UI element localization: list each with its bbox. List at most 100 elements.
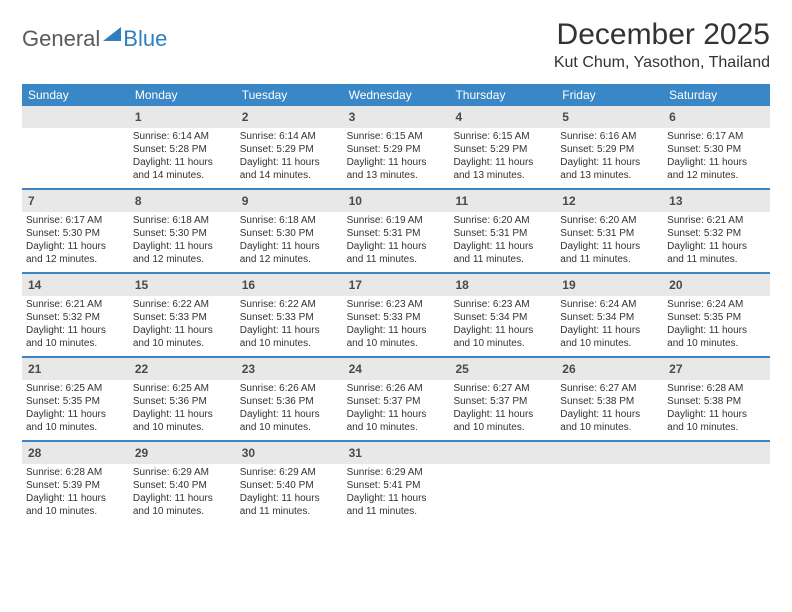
sunset-line: Sunset: 5:29 PM bbox=[240, 143, 339, 156]
sunrise-line: Sunrise: 6:29 AM bbox=[240, 466, 339, 479]
day-number-bar bbox=[449, 442, 556, 464]
day-cell: 7Sunrise: 6:17 AMSunset: 5:30 PMDaylight… bbox=[22, 190, 129, 272]
sunrise-line: Sunrise: 6:20 AM bbox=[560, 214, 659, 227]
week-row: 7 Sunrise: 6:17 AM Sunset: 5:30 PM Daylight… bbox=[22, 190, 770, 274]
sunset-line: Sunset: 5:29 PM bbox=[453, 143, 552, 156]
daylight-line: Daylight: 11 hours and 10 minutes. bbox=[560, 408, 659, 434]
daylight-line: Daylight: 11 hours and 12 minutes. bbox=[26, 240, 125, 266]
day-cell: 20Sunrise: 6:24 AMSunset: 5:35 PMDayligh… bbox=[663, 274, 770, 356]
week-row: 1 Sunrise: 6:14 AMSunset: 5:28 PM Daylight… bbox=[22, 106, 770, 190]
sunset-line: Sunset: 5:35 PM bbox=[26, 395, 125, 408]
day-number-bar: 7 bbox=[22, 190, 129, 212]
day-number-bar: 24 bbox=[343, 358, 450, 380]
day-number: 17 bbox=[349, 278, 362, 292]
daylight-line: Daylight: 11 hours and 11 minutes. bbox=[560, 240, 659, 266]
daylight-line: Daylight: 11 hours and 10 minutes. bbox=[26, 324, 125, 350]
sunrise-line: Sunrise: 6:19 AM bbox=[347, 214, 446, 227]
daylight-line: Daylight: 11 hours and 11 minutes. bbox=[667, 240, 766, 266]
day-cell: 18Sunrise: 6:23 AMSunset: 5:34 PMDayligh… bbox=[449, 274, 556, 356]
sunrise-line: Sunrise: 6:14 AM bbox=[133, 130, 232, 143]
day-number-bar: 21 bbox=[22, 358, 129, 380]
sunset-line: Sunset: 5:38 PM bbox=[667, 395, 766, 408]
day-cell: 21Sunrise: 6:25 AMSunset: 5:35 PMDayligh… bbox=[22, 358, 129, 440]
day-cell: 22Sunrise: 6:25 AMSunset: 5:36 PMDayligh… bbox=[129, 358, 236, 440]
day-cell: 9Sunrise: 6:18 AMSunset: 5:30 PMDaylight… bbox=[236, 190, 343, 272]
day-number-bar: 1 bbox=[129, 106, 236, 128]
day-number: 8 bbox=[135, 194, 142, 208]
day-number: 22 bbox=[135, 362, 148, 376]
sunrise-line: Sunrise: 6:20 AM bbox=[453, 214, 552, 227]
weekday-header: Thursday bbox=[449, 84, 556, 106]
day-number: 15 bbox=[135, 278, 148, 292]
day-number-bar: 14 bbox=[22, 274, 129, 296]
day-number: 30 bbox=[242, 446, 255, 460]
daylight-line: Daylight: 11 hours and 10 minutes. bbox=[667, 324, 766, 350]
sunrise-line: Sunrise: 6:28 AM bbox=[26, 466, 125, 479]
day-number: 19 bbox=[562, 278, 575, 292]
day-number: 23 bbox=[242, 362, 255, 376]
day-cell: 5Sunrise: 6:16 AMSunset: 5:29 PMDaylight… bbox=[556, 106, 663, 188]
sunset-line: Sunset: 5:33 PM bbox=[240, 311, 339, 324]
day-number-bar: 30 bbox=[236, 442, 343, 464]
day-number-bar bbox=[556, 442, 663, 464]
daylight-line: Daylight: 11 hours and 10 minutes. bbox=[26, 492, 125, 518]
sunset-line: Sunset: 5:31 PM bbox=[560, 227, 659, 240]
day-cell bbox=[663, 442, 770, 524]
sunrise-line: Sunrise: 6:29 AM bbox=[133, 466, 232, 479]
day-number-bar: 11 bbox=[449, 190, 556, 212]
day-cell: 6Sunrise: 6:17 AMSunset: 5:30 PMDaylight… bbox=[663, 106, 770, 188]
sunset-line: Sunset: 5:37 PM bbox=[453, 395, 552, 408]
day-number-bar bbox=[663, 442, 770, 464]
sunset-line: Sunset: 5:40 PM bbox=[133, 479, 232, 492]
logo-sail-icon bbox=[103, 27, 121, 41]
day-number-bar: 23 bbox=[236, 358, 343, 380]
day-cell bbox=[22, 106, 129, 188]
sunrise-line: Sunrise: 6:23 AM bbox=[453, 298, 552, 311]
day-number-bar: 28 bbox=[22, 442, 129, 464]
day-number: 26 bbox=[562, 362, 575, 376]
weekday-header: Sunday bbox=[22, 84, 129, 106]
day-cell bbox=[556, 442, 663, 524]
day-number: 7 bbox=[28, 194, 35, 208]
weekday-header: Wednesday bbox=[343, 84, 450, 106]
day-number-bar: 5 bbox=[556, 106, 663, 128]
day-number: 10 bbox=[349, 194, 362, 208]
daylight-line: Daylight: 11 hours and 10 minutes. bbox=[347, 324, 446, 350]
day-cell: 4Sunrise: 6:15 AMSunset: 5:29 PMDaylight… bbox=[449, 106, 556, 188]
day-number-bar: 8 bbox=[129, 190, 236, 212]
sunset-line: Sunset: 5:38 PM bbox=[560, 395, 659, 408]
logo: General Blue bbox=[22, 26, 167, 52]
day-number-bar: 13 bbox=[663, 190, 770, 212]
day-number bbox=[455, 446, 458, 460]
day-number-bar: 25 bbox=[449, 358, 556, 380]
day-number: 13 bbox=[669, 194, 682, 208]
sunrise-line: Sunrise: 6:15 AM bbox=[453, 130, 552, 143]
day-number: 12 bbox=[562, 194, 575, 208]
day-cell: 8Sunrise: 6:18 AMSunset: 5:30 PMDaylight… bbox=[129, 190, 236, 272]
sunset-line: Sunset: 5:30 PM bbox=[240, 227, 339, 240]
daylight-line: Daylight: 11 hours and 10 minutes. bbox=[133, 324, 232, 350]
sunrise-line: Sunrise: 6:17 AM bbox=[26, 214, 125, 227]
daylight-line: Daylight: 11 hours and 10 minutes. bbox=[453, 408, 552, 434]
day-number: 11 bbox=[455, 194, 468, 208]
page-title: December 2025 bbox=[554, 18, 770, 52]
day-cell: 25Sunrise: 6:27 AMSunset: 5:37 PMDayligh… bbox=[449, 358, 556, 440]
day-cell: 15Sunrise: 6:22 AMSunset: 5:33 PMDayligh… bbox=[129, 274, 236, 356]
day-number-bar: 26 bbox=[556, 358, 663, 380]
week-row: 21Sunrise: 6:25 AMSunset: 5:35 PMDayligh… bbox=[22, 358, 770, 442]
day-number: 20 bbox=[669, 278, 682, 292]
daylight-line: Daylight: 11 hours and 13 minutes. bbox=[347, 156, 446, 182]
day-cell: 12 Sunrise: 6:20 AMSunset: 5:31 PMDayligh… bbox=[556, 190, 663, 272]
sunset-line: Sunset: 5:28 PM bbox=[133, 143, 232, 156]
day-number-bar: 16 bbox=[236, 274, 343, 296]
daylight-line: Daylight: 11 hours and 10 minutes. bbox=[347, 408, 446, 434]
day-number-bar: 22 bbox=[129, 358, 236, 380]
calendar-page: General Blue December 2025 Kut Chum, Yas… bbox=[0, 0, 792, 524]
day-number-bar: 17 bbox=[343, 274, 450, 296]
sunset-line: Sunset: 5:36 PM bbox=[133, 395, 232, 408]
sunset-line: Sunset: 5:37 PM bbox=[347, 395, 446, 408]
day-number bbox=[562, 446, 565, 460]
day-cell: 1Sunrise: 6:14 AMSunset: 5:28 PMDaylight… bbox=[129, 106, 236, 188]
week-row: 14Sunrise: 6:21 AMSunset: 5:32 PMDayligh… bbox=[22, 274, 770, 358]
day-cell: 11Sunrise: 6:20 AMSunset: 5:31 PMDayligh… bbox=[449, 190, 556, 272]
